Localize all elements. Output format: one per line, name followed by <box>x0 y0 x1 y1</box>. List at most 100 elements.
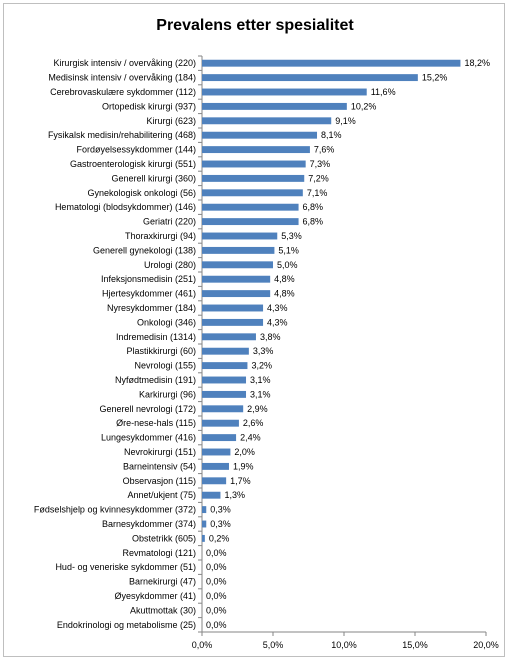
chart-frame <box>3 3 505 657</box>
category-label: Gynekologisk onkologi (56) <box>87 188 196 198</box>
category-label: Barneintensiv (54) <box>123 461 196 471</box>
category-label: Indremedisin (1314) <box>116 332 196 342</box>
category-label: Medisinsk intensiv / overvåking (184) <box>48 73 196 83</box>
value-label: 1,9% <box>233 461 254 471</box>
value-label: 1,7% <box>230 476 251 486</box>
bar <box>202 362 248 370</box>
bar <box>202 506 207 514</box>
category-label: Ortopedisk kirurgi (937) <box>102 101 196 111</box>
category-label: Kirurgisk intensiv / overvåking (220) <box>53 58 196 68</box>
value-label: 3,8% <box>260 332 281 342</box>
category-label: Cerebrovaskulære sykdommer (112) <box>50 87 196 97</box>
value-label: 7,3% <box>310 159 331 169</box>
value-label: 0,3% <box>210 505 231 515</box>
value-label: 1,3% <box>224 490 245 500</box>
category-label: Nyresykdommer (184) <box>107 303 196 313</box>
value-label: 6,8% <box>303 202 324 212</box>
bar <box>202 74 418 82</box>
value-label: 2,0% <box>234 447 255 457</box>
bar <box>202 174 305 182</box>
bar <box>202 261 273 269</box>
category-label: Obstetrikk (605) <box>132 533 196 543</box>
category-label: Generell kirurgi (360) <box>111 173 196 183</box>
category-label: Nevrologi (155) <box>134 361 196 371</box>
category-label: Fysikalsk medisin/rehabilitering (468) <box>48 130 196 140</box>
bar <box>202 405 244 413</box>
x-tick-label: 0,0% <box>192 640 213 650</box>
category-label: Øyesykdommer (41) <box>114 591 196 601</box>
bar <box>202 290 271 298</box>
category-label: Akuttmottak (30) <box>130 605 196 615</box>
bar <box>202 390 247 398</box>
bar <box>202 88 367 96</box>
category-label: Geriatri (220) <box>143 217 196 227</box>
bar <box>202 275 271 283</box>
category-label: Generell gynekologi (138) <box>93 245 196 255</box>
bar <box>202 347 249 355</box>
category-label: Barnesykdommer (374) <box>102 519 196 529</box>
value-label: 2,9% <box>247 404 268 414</box>
category-label: Hud- og veneriske sykdommer (51) <box>55 562 196 572</box>
value-label: 3,1% <box>250 389 271 399</box>
category-label: Observasjon (115) <box>123 476 196 486</box>
category-label: Nevrokirurgi (151) <box>124 447 196 457</box>
value-label: 5,3% <box>281 231 302 241</box>
category-label: Infeksjonsmedisin (251) <box>101 274 196 284</box>
category-label: Plastikkirurgi (60) <box>126 346 196 356</box>
category-label: Øre-nese-hals (115) <box>116 418 196 428</box>
value-label: 8,1% <box>321 130 342 140</box>
bar <box>202 246 275 254</box>
value-label: 0,0% <box>206 577 227 587</box>
category-label: Hematologi (blodsykdommer) (146) <box>55 202 196 212</box>
value-label: 3,2% <box>251 361 272 371</box>
category-label: Fødselshjelp og kvinnesykdommer (372) <box>34 505 196 515</box>
bar <box>202 203 299 211</box>
bar <box>202 448 231 456</box>
bar <box>202 333 256 341</box>
category-label: Gastroenterologisk kirurgi (551) <box>70 159 196 169</box>
value-label: 7,2% <box>308 173 329 183</box>
value-label: 0,0% <box>206 605 227 615</box>
category-label: Nyfødtmedisin (191) <box>115 375 196 385</box>
bar <box>202 491 221 499</box>
bar <box>202 59 461 67</box>
bar <box>202 131 318 139</box>
bar <box>202 534 205 542</box>
bar <box>202 477 227 485</box>
x-tick-label: 15,0% <box>402 640 428 650</box>
value-label: 7,1% <box>307 188 328 198</box>
bar <box>202 232 278 240</box>
category-label: Barnekirurgi (47) <box>129 577 196 587</box>
category-label: Endokrinologi og metabolisme (25) <box>57 620 196 630</box>
bar <box>202 462 229 470</box>
bar <box>202 117 332 125</box>
value-label: 0,3% <box>210 519 231 529</box>
value-label: 2,4% <box>240 433 261 443</box>
value-label: 0,2% <box>209 533 230 543</box>
value-label: 11,6% <box>371 87 396 97</box>
bar <box>202 218 299 226</box>
value-label: 5,0% <box>277 260 298 270</box>
value-label: 10,2% <box>351 101 377 111</box>
bar <box>202 102 347 110</box>
chart-title: Prevalens etter spesialitet <box>156 17 354 34</box>
value-label: 18,2% <box>464 58 490 68</box>
category-label: Karkirurgi (96) <box>139 389 196 399</box>
value-label: 2,6% <box>243 418 264 428</box>
bar <box>202 189 303 197</box>
category-label: Urologi (280) <box>144 260 196 270</box>
value-label: 0,0% <box>206 620 227 630</box>
bar <box>202 146 310 154</box>
value-label: 0,0% <box>206 591 227 601</box>
category-label: Generell nevrologi (172) <box>99 404 196 414</box>
value-label: 3,3% <box>253 346 274 356</box>
category-label: Kirurgi (623) <box>146 116 196 126</box>
value-label: 4,8% <box>274 289 295 299</box>
category-label: Annet/ukjent (75) <box>127 490 196 500</box>
value-label: 0,0% <box>206 562 227 572</box>
bar <box>202 520 207 528</box>
x-tick-label: 5,0% <box>263 640 284 650</box>
category-label: Hjertesykdommer (461) <box>102 289 196 299</box>
plot-area: Kirurgisk intensiv / overvåking (220) 18,… <box>34 55 499 650</box>
